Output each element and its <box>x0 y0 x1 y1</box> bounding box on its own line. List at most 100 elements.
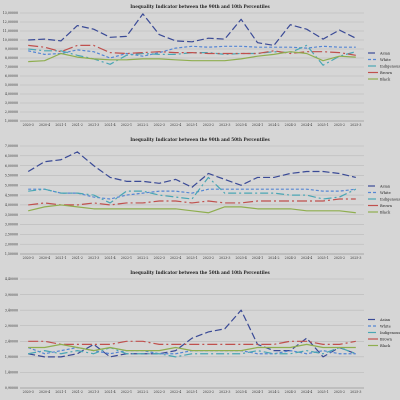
series-line-brown <box>28 198 356 206</box>
x-tick-label: 2020-4 <box>39 390 50 394</box>
y-tick-label: 3,90000 <box>5 293 18 297</box>
x-tick-label: 2024-3 <box>285 390 296 394</box>
x-tick-label: 2024-2 <box>268 256 279 260</box>
series-line-asian <box>28 309 357 358</box>
series-line-black <box>28 204 356 214</box>
y-tick-label: 13,00000 <box>3 11 18 15</box>
x-tick-label: 2020-3 <box>23 390 34 394</box>
x-tick-label: 2022-4 <box>170 390 181 394</box>
y-tick-label: 8,00000 <box>5 56 18 60</box>
x-tick-label: 2024-4 <box>301 123 312 127</box>
x-tick-label: 2023-1 <box>186 390 197 394</box>
y-tick-label: 7,00000 <box>5 144 18 148</box>
x-tick-label: 2022-3 <box>154 123 165 127</box>
x-tick-label: 2023-4 <box>236 256 247 260</box>
series-line-indigenous <box>28 176 357 204</box>
x-tick-label: 2025-3 <box>350 390 361 394</box>
x-tick-label: 2021-2 <box>72 123 83 127</box>
x-tick-label: 2023-4 <box>236 123 247 127</box>
legend-label-asian: Asian <box>379 51 391 55</box>
x-tick-label: 2025-2 <box>334 390 345 394</box>
x-tick-label: 2021-1 <box>55 390 66 394</box>
y-tick-label: 1,00000 <box>5 119 18 123</box>
x-tick-label: 2025-2 <box>334 123 345 127</box>
y-tick-label: 2,00000 <box>5 242 18 246</box>
series-line-brown <box>28 340 356 346</box>
series-line-white <box>28 188 356 200</box>
x-tick-label: 2021-2 <box>72 256 83 260</box>
x-tick-label: 2022-2 <box>137 256 148 260</box>
y-tick-label: 4,00000 <box>5 92 18 96</box>
y-tick-label: 2,90000 <box>5 324 18 328</box>
legend-label-brown: Brown <box>380 204 393 208</box>
y-tick-label: 1,40000 <box>5 371 18 375</box>
x-tick-label: 2024-3 <box>285 123 296 127</box>
chart-title: Inequality Indicator between the 90th an… <box>130 137 270 142</box>
series-line-indigenous <box>28 346 357 358</box>
y-tick-label: 3,00000 <box>5 101 18 105</box>
x-tick-label: 2021-1 <box>55 123 66 127</box>
series-line-black <box>28 343 356 352</box>
x-tick-label: 2021-3 <box>88 256 99 260</box>
y-tick-label: 3,00000 <box>5 223 18 227</box>
y-tick-label: 7,00000 <box>5 65 18 69</box>
series-line-indigenous <box>28 44 356 66</box>
x-tick-label: 2020-4 <box>39 123 50 127</box>
y-tick-label: 12,00000 <box>3 20 18 24</box>
x-tick-label: 2023-3 <box>219 390 230 394</box>
y-tick-label: 6,00000 <box>5 164 18 168</box>
y-tick-label: 5,00000 <box>5 83 18 87</box>
x-tick-label: 2024-2 <box>268 390 279 394</box>
legend-label-indigenous: Indigenous <box>380 64 400 68</box>
legend-label-white: White <box>380 58 391 62</box>
legend-label-asian: Asian <box>379 318 391 322</box>
series-line-black <box>28 51 356 63</box>
chart-title: Inequality Indicator between the 50th an… <box>130 270 270 275</box>
x-tick-label: 2020-3 <box>23 256 34 260</box>
y-tick-label: 4,40000 <box>5 277 18 281</box>
x-tick-label: 2024-3 <box>285 256 296 260</box>
y-tick-label: 9,00000 <box>5 47 18 51</box>
x-tick-label: 2023-3 <box>219 123 230 127</box>
y-tick-label: 3,50000 <box>5 213 18 217</box>
series-line-asian <box>27 151 356 188</box>
y-tick-label: 2,50000 <box>5 233 18 237</box>
legend-label-black: Black <box>380 344 391 348</box>
x-tick-label: 2022-1 <box>121 390 132 394</box>
chart-panel-p90-p50: Inequality Indicator between the 90th an… <box>0 133 400 267</box>
x-tick-label: 2022-2 <box>137 123 148 127</box>
y-tick-label: 6,50000 <box>5 154 18 158</box>
x-tick-label: 2021-1 <box>55 256 66 260</box>
chart-panel-p50-p10: Inequality Indicator between the 50th an… <box>0 266 400 400</box>
legend-label-indigenous: Indigenous <box>380 197 400 201</box>
chart-panel-p90-p10: Inequality Indicator between the 90th an… <box>0 0 400 134</box>
x-tick-label: 2025-1 <box>317 123 328 127</box>
y-tick-label: 6,00000 <box>5 74 18 78</box>
y-tick-label: 4,50000 <box>5 193 18 197</box>
x-tick-label: 2021-4 <box>104 390 115 394</box>
x-tick-label: 2022-4 <box>170 256 181 260</box>
x-tick-label: 2025-3 <box>350 256 361 260</box>
y-tick-label: 1,50000 <box>5 252 18 256</box>
legend-label-white: White <box>380 324 391 328</box>
y-tick-label: 2,00000 <box>5 110 18 114</box>
x-tick-label: 2022-1 <box>121 123 132 127</box>
legend-label-black: Black <box>380 210 391 214</box>
x-tick-label: 2023-2 <box>203 256 214 260</box>
y-tick-label: 5,00000 <box>5 183 18 187</box>
x-tick-label: 2025-2 <box>334 256 345 260</box>
x-tick-label: 2023-4 <box>236 390 247 394</box>
x-tick-label: 2022-3 <box>154 256 165 260</box>
x-tick-label: 2025-1 <box>317 256 328 260</box>
x-tick-label: 2023-1 <box>186 123 197 127</box>
x-tick-label: 2024-1 <box>252 123 263 127</box>
x-tick-label: 2023-1 <box>186 256 197 260</box>
x-tick-label: 2023-2 <box>203 390 214 394</box>
x-tick-label: 2024-4 <box>301 256 312 260</box>
legend-label-brown: Brown <box>380 71 393 75</box>
x-tick-label: 2024-4 <box>301 390 312 394</box>
x-tick-label: 2020-4 <box>39 256 50 260</box>
chart-svg-p90-p10: Inequality Indicator between the 90th an… <box>3 4 400 127</box>
y-tick-label: 0,90000 <box>5 386 18 390</box>
x-tick-label: 2021-3 <box>88 123 99 127</box>
